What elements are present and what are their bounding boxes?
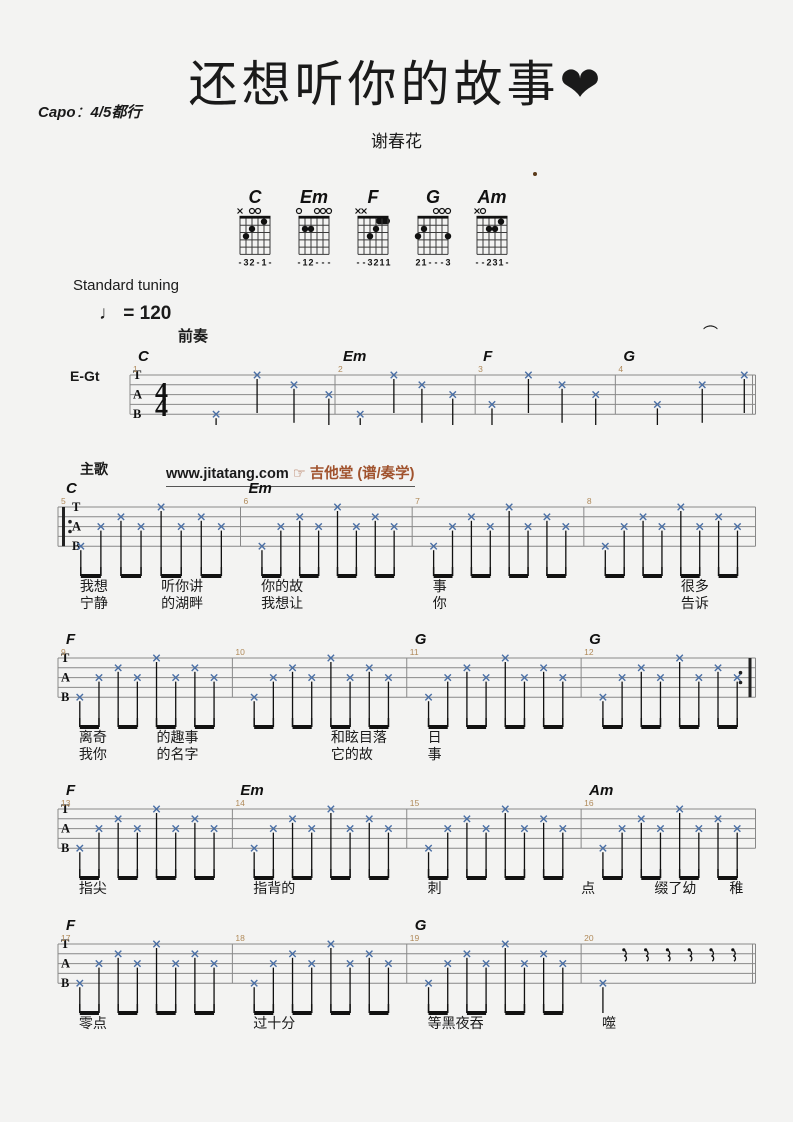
svg-text:-: - — [505, 257, 508, 267]
svg-text:B: B — [61, 841, 69, 855]
svg-text:15: 15 — [410, 798, 420, 808]
svg-text:T: T — [72, 500, 81, 514]
svg-text:-: - — [481, 257, 484, 267]
svg-text:B: B — [61, 976, 69, 990]
svg-text:19: 19 — [410, 933, 420, 943]
svg-text:B: B — [133, 407, 141, 421]
svg-text:B: B — [61, 690, 69, 704]
svg-text:18: 18 — [235, 933, 245, 943]
svg-text:8: 8 — [587, 496, 592, 506]
svg-text:Em: Em — [249, 480, 272, 497]
svg-text:-: - — [434, 257, 437, 267]
svg-text:A: A — [133, 388, 142, 402]
svg-text:-: - — [322, 257, 325, 267]
svg-text:1: 1 — [133, 364, 138, 374]
svg-text:F: F — [368, 188, 380, 207]
svg-text:Am: Am — [476, 188, 506, 207]
svg-text:-: - — [316, 257, 319, 267]
svg-text:4: 4 — [618, 364, 623, 374]
svg-text:6: 6 — [244, 496, 249, 506]
svg-text:G: G — [589, 631, 601, 648]
svg-text:-: - — [440, 257, 443, 267]
svg-text:2: 2 — [374, 257, 379, 267]
svg-text:C: C — [138, 348, 150, 365]
svg-text:2: 2 — [486, 257, 491, 267]
svg-text:Em: Em — [300, 188, 328, 207]
svg-text:7: 7 — [415, 496, 420, 506]
svg-text:F: F — [483, 348, 493, 365]
svg-text:1: 1 — [380, 257, 385, 267]
svg-text:Em: Em — [343, 348, 366, 365]
svg-text:2: 2 — [415, 257, 420, 267]
svg-text:A: A — [61, 671, 70, 685]
svg-text:-: - — [269, 257, 272, 267]
svg-text:-: - — [363, 257, 366, 267]
svg-text:1: 1 — [386, 257, 391, 267]
svg-text:A: A — [61, 957, 70, 971]
svg-text:3: 3 — [368, 257, 373, 267]
svg-text:9: 9 — [61, 647, 66, 657]
svg-text:1: 1 — [421, 257, 426, 267]
svg-text:G: G — [415, 631, 427, 648]
svg-text:G: G — [426, 188, 440, 207]
svg-text:2: 2 — [309, 257, 314, 267]
svg-text:-: - — [475, 257, 478, 267]
svg-text:20: 20 — [584, 933, 594, 943]
svg-text:3: 3 — [445, 257, 450, 267]
svg-text:11: 11 — [410, 647, 419, 657]
svg-text:5: 5 — [61, 496, 66, 506]
svg-text:B: B — [72, 539, 80, 553]
svg-text:F: F — [66, 631, 76, 648]
svg-text:17: 17 — [61, 933, 71, 943]
svg-text:G: G — [623, 348, 635, 365]
svg-text:-: - — [328, 257, 331, 267]
svg-text:F: F — [66, 782, 76, 799]
svg-text:C: C — [249, 188, 263, 207]
svg-text:-: - — [239, 257, 242, 267]
svg-text:14: 14 — [235, 798, 245, 808]
svg-text:Em: Em — [240, 782, 263, 799]
svg-text:1: 1 — [498, 257, 503, 267]
svg-text:13: 13 — [61, 798, 71, 808]
svg-text:A: A — [61, 822, 70, 836]
svg-text:3: 3 — [478, 364, 483, 374]
svg-text:3: 3 — [243, 257, 248, 267]
svg-text:2: 2 — [249, 257, 254, 267]
svg-text:12: 12 — [584, 647, 594, 657]
svg-text:Am: Am — [588, 782, 613, 799]
svg-text:2: 2 — [338, 364, 343, 374]
svg-text:3: 3 — [492, 257, 497, 267]
svg-text:-: - — [257, 257, 260, 267]
svg-text:-: - — [428, 257, 431, 267]
svg-text:10: 10 — [235, 647, 245, 657]
svg-text:-: - — [357, 257, 360, 267]
svg-text:-: - — [298, 257, 301, 267]
svg-text:1: 1 — [303, 257, 308, 267]
svg-text:G: G — [415, 917, 427, 934]
svg-text:4: 4 — [155, 393, 168, 422]
svg-text:C: C — [66, 480, 78, 497]
svg-text:16: 16 — [584, 798, 594, 808]
svg-text:F: F — [66, 917, 76, 934]
svg-text:1: 1 — [261, 257, 266, 267]
svg-text:A: A — [72, 520, 81, 534]
